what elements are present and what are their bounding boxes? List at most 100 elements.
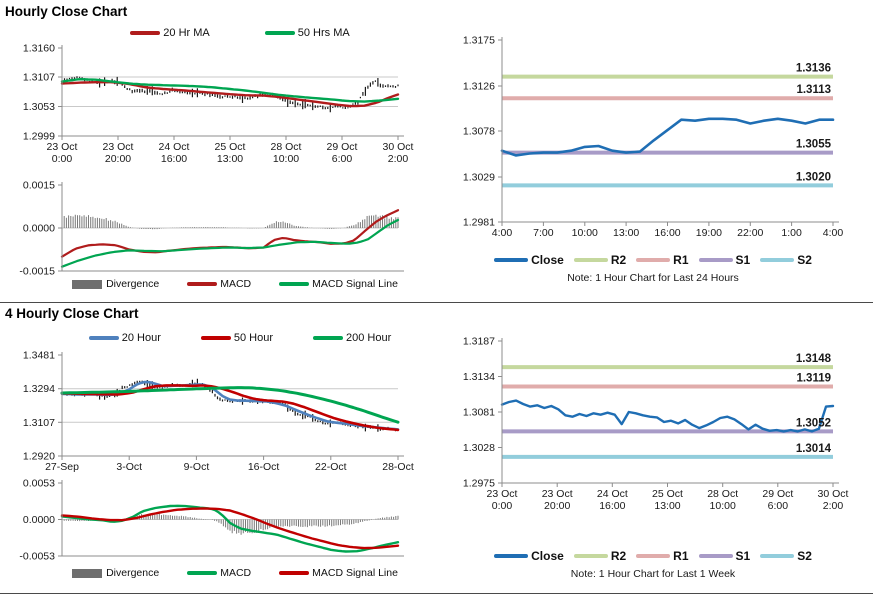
legend-item: 200 Hour [313,332,391,344]
svg-text:28 Oct: 28 Oct [271,141,302,153]
svg-text:13:00: 13:00 [217,153,243,165]
svg-text:0.0000: 0.0000 [23,514,55,526]
legend-label: Close [531,549,564,563]
legend-swatch [636,554,671,558]
legend-item: S1 [698,549,751,563]
svg-text:1.3134: 1.3134 [463,371,495,383]
svg-text:1.3052: 1.3052 [796,417,831,429]
legend-swatch [573,258,608,262]
legend-item: MACD Signal Line [279,278,398,290]
svg-text:-0.0053: -0.0053 [19,551,55,563]
legend-label: 200 Hour [346,332,392,344]
legend-item: R1 [636,549,689,563]
svg-text:16:00: 16:00 [599,500,625,512]
svg-text:7:00: 7:00 [533,227,554,239]
legend-swatch [760,554,795,558]
legend-label: R2 [610,253,627,267]
svg-text:1.2999: 1.2999 [23,131,55,143]
svg-text:1.3126: 1.3126 [463,80,495,92]
svg-text:1.3078: 1.3078 [463,126,495,138]
svg-text:2:00: 2:00 [388,153,409,165]
svg-text:4:00: 4:00 [823,227,844,239]
svg-text:6:00: 6:00 [332,153,353,165]
svg-text:9-Oct: 9-Oct [184,461,210,473]
pivot-week-legend: Close R2 R1 S1 S2 [433,548,873,564]
svg-text:1.3107: 1.3107 [23,71,55,83]
svg-text:28 Oct: 28 Oct [707,488,738,500]
svg-text:0:00: 0:00 [492,500,513,512]
legend-label: MACD Signal Line [312,278,398,290]
svg-text:1.3028: 1.3028 [463,442,495,454]
svg-text:23 Oct: 23 Oct [542,488,573,500]
legend-swatch [698,258,733,262]
four-hourly-price-legend: 20 Hour 50 Hour 200 Hour [40,331,440,345]
legend-label: S1 [735,253,751,267]
legend-item: S2 [760,253,812,267]
svg-text:1.3481: 1.3481 [23,350,55,362]
svg-text:1.3113: 1.3113 [796,84,831,96]
svg-text:28-Oct: 28-Oct [382,461,414,473]
legend-label: 20 Hour [121,332,161,344]
legend-item: R2 [573,549,626,563]
svg-text:22:00: 22:00 [737,227,763,239]
svg-text:1.3029: 1.3029 [463,171,495,183]
four-hourly-macd-chart: 0.0053 0.0000 -0.0053 [0,478,440,566]
legend-item: R1 [636,253,689,267]
svg-text:-0.0015: -0.0015 [19,266,55,277]
svg-text:24 Oct: 24 Oct [597,488,628,500]
svg-text:1.2920: 1.2920 [23,451,55,463]
legend-swatch [279,571,310,575]
pivot-week-chart: 1.3187 1.3134 1.3081 1.3028 1.2975 23 Oct 0:00… [433,330,873,526]
pivot-24h-note: Note: 1 Hour Chart for Last 24 Hours [567,272,739,284]
legend-label: R1 [673,549,689,563]
legend-label: S2 [797,549,812,563]
legend-label: 50 Hour [233,332,273,344]
legend-swatch [494,554,529,558]
legend-item: MACD Signal Line [279,567,398,579]
legend-label: S2 [797,253,812,267]
four-hourly-macd-legend: Divergence MACD MACD Signal Line [30,566,440,580]
legend-label: S1 [735,549,751,563]
svg-text:24 Oct: 24 Oct [159,141,190,153]
svg-text:13:00: 13:00 [654,500,680,512]
svg-text:1.2981: 1.2981 [463,217,495,229]
legend-item: MACD [187,278,251,290]
svg-text:27-Sep: 27-Sep [45,461,79,473]
legend-item: Divergence [72,567,159,579]
legend-item: Divergence [72,278,159,290]
four-hourly-close-price-chart: 1.3481 1.3294 1.3107 1.2920 27-Sep 3-Oct 9-Oct… [0,348,440,478]
four-hourly-close-chart-title: 4 Hourly Close Chart [5,306,139,321]
legend-label: MACD [220,567,252,579]
svg-text:1.3136: 1.3136 [796,63,831,75]
svg-text:1.3055: 1.3055 [796,139,832,151]
legend-item: 50 Hour [200,332,273,344]
svg-text:1.3187: 1.3187 [463,336,495,348]
hourly-price-legend: 20 Hr MA 50 Hrs MA [40,26,440,40]
svg-text:22-Oct: 22-Oct [315,461,347,473]
legend-swatch [264,31,295,35]
legend-swatch [760,258,795,262]
bottom-divider [0,593,873,594]
section-divider [0,302,873,303]
legend-label: Divergence [106,567,160,579]
svg-text:1:00: 1:00 [781,227,802,239]
svg-text:10:00: 10:00 [572,227,598,239]
svg-text:16:00: 16:00 [654,227,680,239]
hourly-macd-legend: Divergence MACD MACD Signal Line [30,277,440,291]
svg-text:0.0000: 0.0000 [23,223,55,235]
legend-item: Close [494,549,564,563]
svg-text:6:00: 6:00 [768,500,789,512]
svg-text:2:00: 2:00 [823,500,844,512]
svg-text:10:00: 10:00 [273,153,299,165]
legend-swatch [636,258,671,262]
legend-swatch [88,336,119,340]
svg-text:1.3294: 1.3294 [23,383,55,395]
pivot-week-note: Note: 1 Hour Chart for Last 1 Week [570,568,736,580]
svg-text:23 Oct: 23 Oct [103,141,134,153]
hourly-close-chart-title: Hourly Close Chart [5,4,128,19]
svg-text:30 Oct: 30 Oct [383,141,414,153]
svg-text:25 Oct: 25 Oct [652,488,683,500]
svg-text:0.0015: 0.0015 [23,180,55,192]
legend-label: Close [531,253,564,267]
